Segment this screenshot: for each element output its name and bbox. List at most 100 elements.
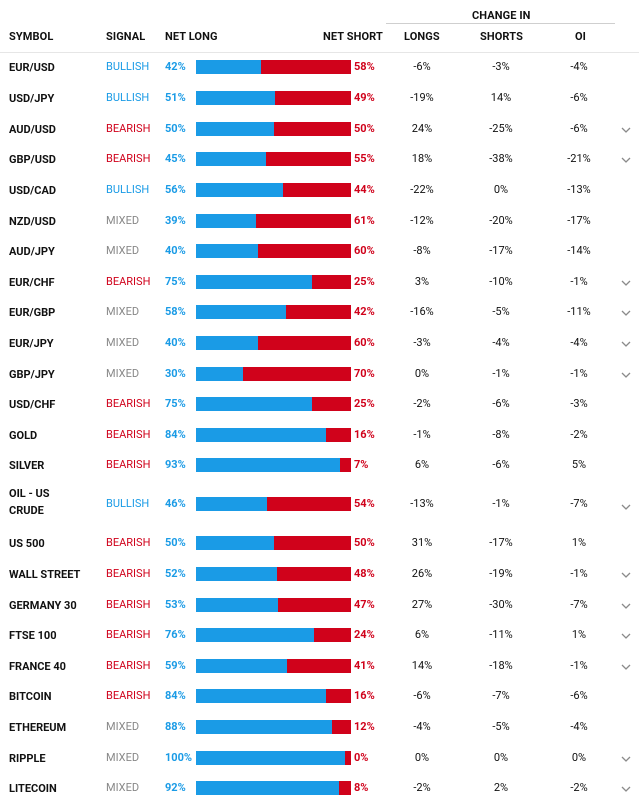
change-shorts: -17% — [489, 536, 513, 549]
header-signal[interactable]: SIGNAL — [106, 30, 146, 43]
symbol-label[interactable]: FRANCE 40 — [9, 660, 66, 673]
header-net-long[interactable]: NET LONG — [165, 30, 218, 43]
symbol-label[interactable]: FTSE 100 — [9, 629, 57, 642]
header-net-short[interactable]: NET SHORT — [323, 30, 383, 43]
chevron-down-icon[interactable] — [620, 600, 632, 612]
sentiment-bar — [196, 497, 351, 511]
table-row[interactable]: RIPPLE MIXED 100% 0% 0% 0% 0% — [0, 748, 639, 768]
table-row[interactable]: FTSE 100 BEARISH 76% 24% 6% -11% 1% — [0, 625, 639, 645]
change-oi: -14% — [567, 244, 591, 257]
symbol-label[interactable]: EUR/USD — [9, 61, 55, 74]
table-row[interactable]: OIL - US CRUDE BULLISH 46% 54% -13% -1% -7% — [0, 487, 639, 517]
header-longs[interactable]: LONGS — [404, 30, 440, 43]
table-row[interactable]: GBP/JPY MIXED 30% 70% 0% -1% -1% — [0, 364, 639, 384]
chevron-down-icon[interactable] — [620, 630, 632, 642]
chevron-down-icon[interactable] — [620, 124, 632, 136]
change-longs: -4% — [413, 720, 431, 733]
table-row[interactable]: EUR/CHF BEARISH 75% 25% 3% -10% -1% — [0, 272, 639, 292]
symbol-label[interactable]: ETHEREUM — [9, 721, 67, 734]
chevron-down-icon[interactable] — [620, 338, 632, 350]
sentiment-bar — [196, 428, 351, 442]
net-long-value: 40% — [165, 336, 186, 349]
change-longs: -3% — [413, 336, 431, 349]
change-shorts: -17% — [489, 244, 513, 257]
symbol-label[interactable]: BITCOIN — [9, 690, 52, 703]
net-long-fill — [196, 458, 340, 472]
symbol-label[interactable]: GERMANY 30 — [9, 599, 77, 612]
header-shorts[interactable]: SHORTS — [480, 30, 523, 43]
table-row: ETHEREUM MIXED 88% 12% -4% -5% -4% — [0, 717, 639, 737]
signal-label: BEARISH — [106, 689, 151, 702]
symbol-label[interactable]: US 500 — [9, 537, 45, 550]
symbol-label[interactable]: GBP/JPY — [9, 368, 55, 381]
change-longs: -22% — [410, 183, 434, 196]
symbol-label[interactable]: SILVER — [9, 459, 45, 472]
change-shorts: -3% — [492, 60, 510, 73]
signal-label: BEARISH — [106, 536, 151, 549]
sentiment-bar — [196, 214, 351, 228]
chevron-down-icon[interactable] — [620, 501, 632, 513]
symbol-label[interactable]: LITECOIN — [9, 782, 57, 795]
symbol-label[interactable]: AUD/USD — [9, 123, 56, 136]
symbol-label[interactable]: USD/CHF — [9, 398, 56, 411]
change-longs: 0% — [414, 367, 430, 380]
change-longs: 0% — [414, 751, 430, 764]
chevron-down-icon[interactable] — [620, 307, 632, 319]
change-longs: 6% — [414, 628, 430, 641]
chevron-down-icon[interactable] — [620, 369, 632, 381]
symbol-label[interactable]: GOLD — [9, 429, 38, 442]
symbol-label[interactable]: EUR/CHF — [9, 276, 55, 289]
table-row[interactable]: WALL STREET BEARISH 52% 48% 26% -19% -1% — [0, 564, 639, 584]
chevron-down-icon[interactable] — [620, 783, 632, 795]
header-oi[interactable]: OI — [575, 30, 587, 43]
net-long-fill — [196, 60, 261, 74]
net-short-value: 60% — [354, 336, 375, 349]
sentiment-bar — [196, 305, 351, 319]
symbol-label[interactable]: AUD/JPY — [9, 245, 55, 258]
table-row[interactable]: GBP/USD BEARISH 45% 55% 18% -38% -21% — [0, 149, 639, 169]
change-oi: -6% — [570, 122, 588, 135]
net-long-value: 92% — [165, 781, 186, 794]
symbol-label[interactable]: NZD/USD — [9, 215, 56, 228]
sentiment-bar — [196, 659, 351, 673]
table-row: USD/CAD BULLISH 56% 44% -22% 0% -13% — [0, 180, 639, 200]
table-row[interactable]: LITECOIN MIXED 92% 8% -2% 2% -2% — [0, 778, 639, 798]
symbol-label[interactable]: OIL - US CRUDE — [9, 487, 50, 517]
change-shorts: -38% — [489, 152, 513, 165]
chevron-down-icon[interactable] — [620, 569, 632, 581]
change-shorts: -20% — [489, 214, 513, 227]
symbol-label[interactable]: EUR/JPY — [9, 337, 54, 350]
net-short-value: 49% — [354, 91, 375, 104]
net-short-value: 0% — [354, 751, 369, 764]
symbol-label[interactable]: GBP/USD — [9, 153, 56, 166]
chevron-down-icon[interactable] — [620, 753, 632, 765]
net-long-value: 58% — [165, 305, 186, 318]
table-row: USD/JPY BULLISH 51% 49% -19% 14% -6% — [0, 88, 639, 108]
symbol-label[interactable]: EUR/GBP — [9, 306, 56, 319]
change-longs: -13% — [410, 497, 434, 510]
table-row[interactable]: AUD/USD BEARISH 50% 50% 24% -25% -6% — [0, 119, 639, 139]
change-oi: -21% — [567, 152, 591, 165]
change-longs: 31% — [411, 536, 433, 549]
header-change-in: CHANGE IN — [472, 9, 531, 22]
symbol-label[interactable]: USD/CAD — [9, 184, 56, 197]
change-longs: 27% — [411, 598, 433, 611]
chevron-down-icon[interactable] — [620, 661, 632, 673]
symbol-label[interactable]: WALL STREET — [9, 568, 81, 581]
change-oi: 1% — [571, 536, 587, 549]
net-short-value: 50% — [354, 536, 375, 549]
symbol-label[interactable]: USD/JPY — [9, 92, 55, 105]
table-row[interactable]: EUR/JPY MIXED 40% 60% -3% -4% -4% — [0, 333, 639, 353]
table-row[interactable]: FRANCE 40 BEARISH 59% 41% 14% -18% -1% — [0, 656, 639, 676]
chevron-down-icon[interactable] — [620, 277, 632, 289]
net-long-fill — [196, 659, 287, 673]
change-longs: -6% — [413, 60, 431, 73]
signal-label: BEARISH — [106, 152, 151, 165]
change-shorts: -5% — [492, 720, 510, 733]
table-row[interactable]: EUR/GBP MIXED 58% 42% -16% -5% -11% — [0, 302, 639, 322]
net-long-value: 53% — [165, 598, 186, 611]
symbol-label[interactable]: RIPPLE — [9, 752, 46, 765]
header-symbol[interactable]: SYMBOL — [9, 30, 54, 43]
chevron-down-icon[interactable] — [620, 154, 632, 166]
table-row[interactable]: GERMANY 30 BEARISH 53% 47% 27% -30% -7% — [0, 595, 639, 615]
